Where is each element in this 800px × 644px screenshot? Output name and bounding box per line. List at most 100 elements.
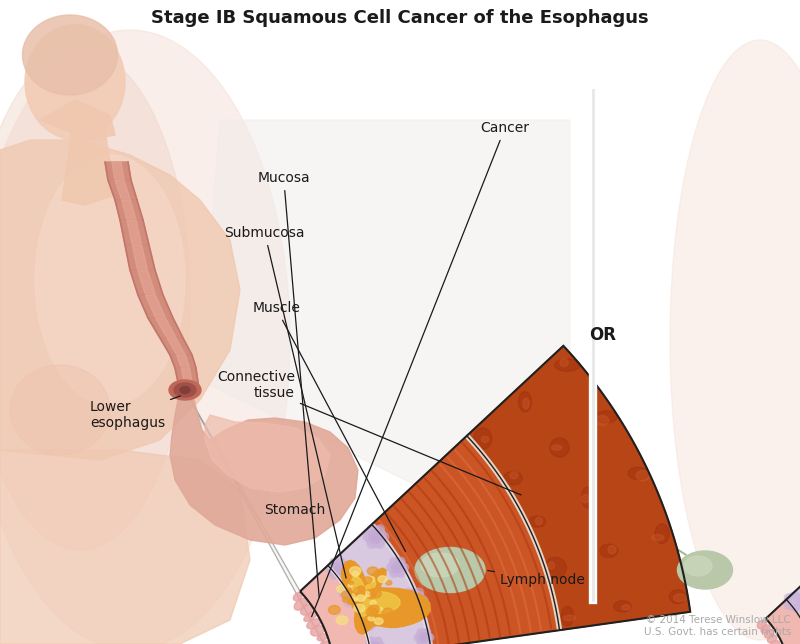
Ellipse shape <box>362 618 368 623</box>
Ellipse shape <box>792 605 799 612</box>
Ellipse shape <box>474 428 492 450</box>
Ellipse shape <box>358 586 365 591</box>
Text: Lymph node: Lymph node <box>488 571 585 587</box>
Ellipse shape <box>367 567 378 575</box>
Polygon shape <box>148 318 183 338</box>
Polygon shape <box>327 565 372 644</box>
Polygon shape <box>146 295 166 318</box>
Ellipse shape <box>581 495 590 503</box>
Ellipse shape <box>358 592 367 598</box>
Ellipse shape <box>354 598 359 601</box>
Ellipse shape <box>390 570 398 578</box>
Ellipse shape <box>0 30 290 644</box>
Ellipse shape <box>320 641 330 644</box>
Ellipse shape <box>35 155 185 405</box>
Ellipse shape <box>402 589 426 613</box>
Ellipse shape <box>346 585 362 601</box>
Ellipse shape <box>328 560 347 578</box>
Ellipse shape <box>622 605 630 610</box>
Ellipse shape <box>414 605 423 614</box>
Text: Mucosa: Mucosa <box>258 171 319 597</box>
Ellipse shape <box>344 596 354 607</box>
Ellipse shape <box>563 615 575 621</box>
Ellipse shape <box>792 591 799 598</box>
Ellipse shape <box>560 359 568 366</box>
Text: Cancer: Cancer <box>312 121 530 617</box>
Ellipse shape <box>418 640 424 644</box>
Ellipse shape <box>670 590 686 603</box>
Ellipse shape <box>367 590 372 594</box>
Ellipse shape <box>344 578 354 589</box>
Ellipse shape <box>10 365 110 455</box>
Ellipse shape <box>338 572 346 580</box>
Polygon shape <box>178 382 200 393</box>
Polygon shape <box>138 295 173 318</box>
Ellipse shape <box>378 576 387 583</box>
Ellipse shape <box>421 553 459 577</box>
Ellipse shape <box>367 637 375 644</box>
Ellipse shape <box>614 601 631 612</box>
Ellipse shape <box>366 592 376 599</box>
Ellipse shape <box>367 525 376 533</box>
Ellipse shape <box>784 594 791 601</box>
Ellipse shape <box>369 605 379 613</box>
Polygon shape <box>200 120 570 560</box>
Polygon shape <box>342 560 430 634</box>
Ellipse shape <box>510 472 518 479</box>
Polygon shape <box>40 100 115 140</box>
Ellipse shape <box>674 594 686 601</box>
Ellipse shape <box>363 533 371 541</box>
Polygon shape <box>370 523 433 644</box>
Ellipse shape <box>390 557 398 565</box>
Ellipse shape <box>608 545 616 554</box>
Ellipse shape <box>652 535 664 541</box>
Polygon shape <box>170 393 358 545</box>
Polygon shape <box>160 338 192 355</box>
Polygon shape <box>372 436 559 644</box>
Ellipse shape <box>342 598 349 602</box>
Ellipse shape <box>770 640 780 644</box>
Ellipse shape <box>518 392 531 412</box>
Ellipse shape <box>338 587 349 598</box>
Polygon shape <box>167 338 186 355</box>
Polygon shape <box>155 318 176 338</box>
Text: Stage IB Squamous Cell Cancer of the Esophagus: Stage IB Squamous Cell Cancer of the Eso… <box>151 9 649 27</box>
Ellipse shape <box>382 608 394 616</box>
Polygon shape <box>182 368 192 382</box>
Ellipse shape <box>367 622 375 630</box>
Ellipse shape <box>363 577 372 583</box>
Ellipse shape <box>371 588 376 591</box>
Ellipse shape <box>554 359 580 372</box>
Ellipse shape <box>330 558 338 566</box>
Text: Lower
esophagus: Lower esophagus <box>90 396 180 430</box>
Ellipse shape <box>414 588 423 598</box>
Ellipse shape <box>600 544 618 557</box>
Polygon shape <box>351 576 400 617</box>
Ellipse shape <box>371 615 379 623</box>
Ellipse shape <box>350 567 361 575</box>
Ellipse shape <box>418 596 428 606</box>
Ellipse shape <box>424 629 430 635</box>
Ellipse shape <box>551 445 562 450</box>
Ellipse shape <box>535 517 542 525</box>
Ellipse shape <box>294 592 302 601</box>
Polygon shape <box>108 180 137 200</box>
Ellipse shape <box>376 525 385 533</box>
Ellipse shape <box>348 583 353 587</box>
Ellipse shape <box>367 540 376 549</box>
Ellipse shape <box>785 592 800 611</box>
Ellipse shape <box>399 596 409 606</box>
Ellipse shape <box>361 612 374 625</box>
Polygon shape <box>184 382 194 393</box>
Ellipse shape <box>482 437 489 442</box>
Ellipse shape <box>562 606 574 626</box>
Ellipse shape <box>352 602 362 609</box>
Polygon shape <box>177 355 190 368</box>
Ellipse shape <box>582 487 594 508</box>
Ellipse shape <box>414 634 421 641</box>
Ellipse shape <box>174 383 196 397</box>
Polygon shape <box>205 415 330 492</box>
Polygon shape <box>138 270 155 295</box>
Ellipse shape <box>367 608 375 616</box>
Ellipse shape <box>354 604 365 612</box>
